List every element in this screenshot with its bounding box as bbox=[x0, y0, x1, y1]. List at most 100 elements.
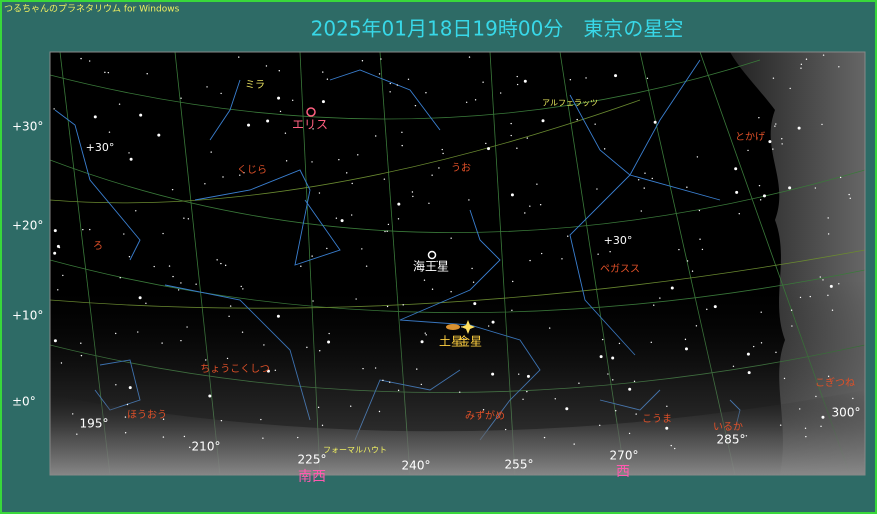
star bbox=[205, 359, 207, 361]
star bbox=[137, 331, 139, 333]
star bbox=[779, 424, 782, 426]
star bbox=[322, 71, 324, 73]
star bbox=[774, 125, 776, 127]
star bbox=[311, 161, 313, 163]
star bbox=[450, 237, 452, 239]
star bbox=[603, 148, 606, 150]
star bbox=[831, 309, 834, 311]
constellation-label: ペガスス bbox=[600, 263, 640, 275]
star bbox=[783, 377, 786, 380]
star bbox=[827, 375, 830, 378]
star bbox=[397, 202, 401, 206]
star bbox=[177, 289, 180, 291]
star bbox=[208, 394, 212, 398]
star bbox=[800, 63, 803, 66]
star bbox=[526, 390, 528, 393]
star bbox=[124, 432, 127, 434]
star bbox=[809, 295, 811, 298]
star bbox=[241, 331, 244, 333]
star bbox=[759, 199, 762, 201]
star bbox=[386, 305, 389, 308]
star bbox=[346, 172, 348, 174]
star bbox=[747, 371, 751, 375]
star bbox=[72, 413, 74, 415]
star bbox=[659, 297, 661, 299]
star bbox=[734, 167, 738, 171]
altitude-label: +30° bbox=[12, 120, 43, 134]
constellation-label: ほうおう bbox=[127, 409, 167, 421]
star bbox=[543, 436, 546, 439]
star bbox=[321, 424, 324, 427]
star bbox=[760, 311, 762, 313]
constellation-label: ろ bbox=[93, 241, 103, 252]
azimuth-label: 270° bbox=[610, 449, 639, 463]
planet-label: 金星 bbox=[458, 334, 482, 349]
star bbox=[805, 58, 808, 60]
star bbox=[355, 298, 357, 300]
star bbox=[573, 443, 575, 445]
star bbox=[438, 167, 440, 169]
star bbox=[599, 424, 601, 427]
star bbox=[576, 118, 578, 121]
star bbox=[463, 338, 465, 340]
planet-label: 海王星 bbox=[413, 259, 449, 274]
star bbox=[361, 60, 364, 62]
constellation-label: こぎつね bbox=[815, 376, 855, 389]
star bbox=[206, 86, 208, 88]
star bbox=[504, 428, 507, 431]
star bbox=[375, 135, 377, 137]
sky-glow bbox=[50, 280, 865, 475]
star bbox=[822, 279, 824, 281]
star bbox=[423, 279, 426, 281]
star bbox=[424, 332, 426, 334]
star bbox=[53, 251, 57, 255]
constellation-label: ちょうこくしつ bbox=[200, 363, 269, 375]
star-name: フォーマルハウト bbox=[323, 446, 387, 455]
star bbox=[228, 315, 230, 318]
saturn-marker bbox=[446, 324, 460, 330]
star bbox=[516, 75, 518, 78]
title: 2025年01月18日19時00分 東京の星空 bbox=[311, 17, 684, 41]
star bbox=[485, 142, 487, 145]
star bbox=[827, 294, 829, 297]
planet-label: エリス bbox=[292, 118, 328, 132]
star bbox=[318, 192, 321, 194]
star bbox=[380, 58, 382, 60]
star bbox=[53, 339, 57, 343]
star bbox=[383, 178, 386, 180]
altitude-label: +20° bbox=[12, 219, 43, 233]
star bbox=[387, 223, 390, 226]
star bbox=[746, 352, 750, 356]
star bbox=[510, 134, 512, 137]
star bbox=[361, 248, 363, 250]
star bbox=[473, 302, 477, 306]
star bbox=[539, 204, 542, 206]
star bbox=[420, 383, 423, 386]
star bbox=[804, 427, 807, 430]
star bbox=[80, 342, 82, 344]
star bbox=[772, 77, 775, 79]
star bbox=[220, 419, 223, 422]
star bbox=[772, 148, 774, 150]
direction-label: 西 bbox=[616, 464, 630, 480]
star bbox=[594, 123, 596, 125]
star bbox=[187, 218, 190, 220]
direction-label: 南西 bbox=[298, 469, 326, 485]
star bbox=[650, 341, 652, 344]
star bbox=[628, 387, 632, 391]
star bbox=[465, 338, 467, 341]
star bbox=[220, 262, 222, 265]
star bbox=[699, 238, 701, 240]
star bbox=[396, 84, 399, 86]
star bbox=[569, 79, 572, 81]
star bbox=[123, 233, 125, 235]
star bbox=[653, 120, 657, 124]
star bbox=[541, 119, 545, 123]
star bbox=[762, 194, 766, 198]
star bbox=[491, 372, 495, 376]
star bbox=[326, 247, 328, 250]
star bbox=[210, 151, 212, 153]
star bbox=[279, 110, 282, 113]
star-name: アルフェラッツ bbox=[542, 99, 598, 108]
star bbox=[146, 73, 148, 75]
